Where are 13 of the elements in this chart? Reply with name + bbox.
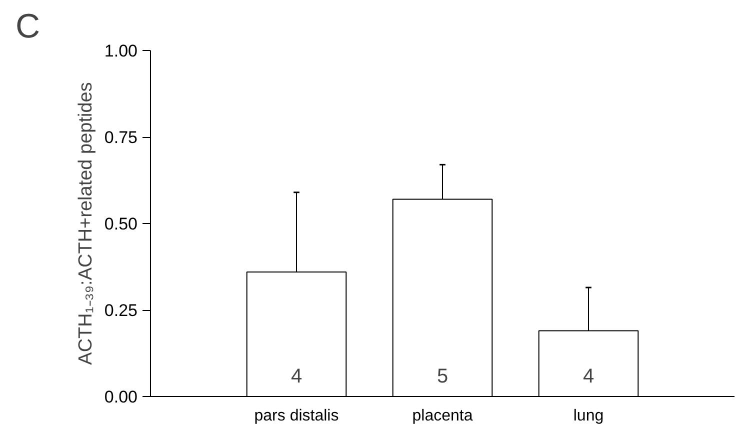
annotation: 4: [582, 366, 594, 388]
y-tick-label: 0.75: [104, 128, 138, 147]
y-tick-label: 1.00: [104, 42, 138, 60]
annotation: 5: [436, 366, 448, 388]
annotation: 4: [290, 366, 302, 388]
y-tick-label: 0.50: [104, 214, 138, 234]
y-axis-title: ACTH₁₋₃₉:ACTH+related peptides: [75, 82, 96, 365]
chart-title: C: [16, 8, 40, 46]
y-tick-label: 0.25: [104, 301, 138, 320]
y-tick-label: 0.00: [104, 388, 138, 406]
x-tick-label: lung: [573, 408, 604, 424]
x-tick-label: placenta: [412, 408, 473, 424]
x-tick-label: pars distalis: [254, 408, 339, 424]
